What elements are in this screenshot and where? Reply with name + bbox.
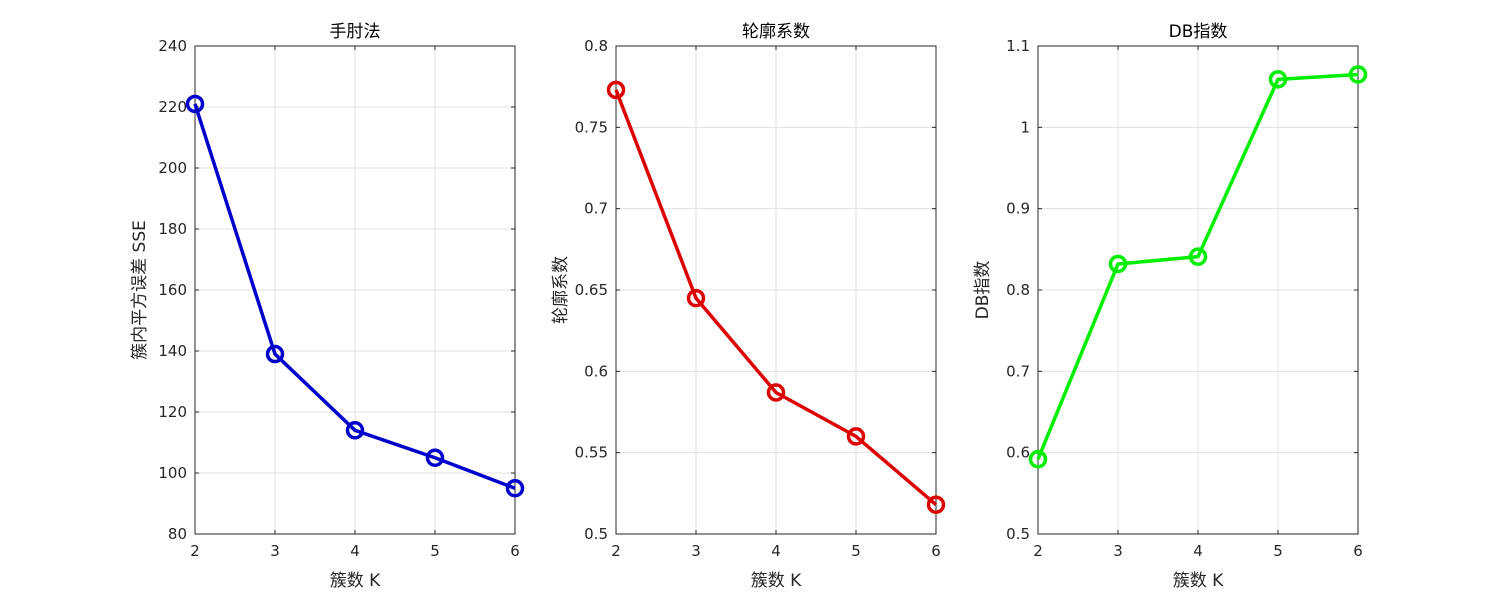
- data-point: [505, 479, 525, 498]
- series-line: [193, 103, 516, 490]
- x-tick-label: 5: [1273, 542, 1283, 560]
- x-tick-label: 5: [851, 542, 861, 560]
- y-tick-label: 0.65: [575, 281, 608, 299]
- y-tick-label: 220: [158, 98, 187, 116]
- y-tick-label: 140: [158, 342, 187, 360]
- data-point: [846, 427, 866, 446]
- y-tick-label: 240: [158, 37, 187, 55]
- y-tick-label: 0.5: [584, 525, 608, 543]
- x-tick-label: 6: [510, 542, 520, 560]
- chart-title: 轮廓系数: [742, 22, 810, 42]
- data-point: [425, 448, 445, 467]
- x-tick-label: 2: [611, 542, 621, 560]
- y-tick-label: 160: [158, 281, 187, 299]
- y-tick-label: 0.7: [1006, 362, 1030, 380]
- series-line: [1036, 72, 1359, 460]
- y-tick-label: 0.8: [1006, 281, 1030, 299]
- data-point: [1348, 65, 1368, 84]
- data-point: [606, 80, 626, 100]
- x-tick-label: 4: [350, 542, 360, 560]
- y-axis-label: DB指数: [973, 261, 993, 320]
- data-point: [1028, 449, 1048, 469]
- y-tick-label: 200: [158, 159, 187, 177]
- y-tick-label: 100: [158, 464, 187, 482]
- data-point: [686, 288, 706, 308]
- chart-title: 手肘法: [330, 22, 381, 42]
- y-tick-label: 1.1: [1006, 37, 1030, 55]
- data-point: [1268, 70, 1288, 89]
- y-tick-label: 1: [1020, 118, 1030, 136]
- y-tick-label: 180: [158, 220, 187, 238]
- data-point: [265, 344, 285, 364]
- x-tick-label: 2: [190, 542, 200, 560]
- y-tick-label: 0.5: [1006, 525, 1030, 543]
- data-point: [345, 421, 365, 440]
- y-tick-label: 0.75: [575, 118, 608, 136]
- x-tick-label: 6: [931, 542, 941, 560]
- y-tick-label: 0.55: [575, 444, 608, 462]
- data-point: [1188, 247, 1208, 266]
- y-tick-label: 0.6: [1006, 444, 1030, 462]
- x-tick-label: 3: [691, 542, 701, 560]
- y-tick-label: 0.8: [584, 37, 608, 55]
- series-line: [614, 89, 938, 507]
- x-axis-label: 簇数 K: [751, 571, 802, 591]
- y-tick-label: 80: [168, 525, 187, 543]
- y-axis-label: 簇内平方误差 SSE: [130, 220, 150, 360]
- data-point: [1108, 254, 1128, 274]
- x-tick-label: 5: [430, 542, 440, 560]
- y-axis-label: 轮廓系数: [551, 256, 571, 324]
- data-point: [185, 94, 205, 114]
- x-axis-label: 簇数 K: [330, 571, 381, 591]
- x-tick-label: 4: [1193, 542, 1203, 560]
- x-tick-label: 4: [771, 542, 781, 560]
- x-tick-label: 3: [1113, 542, 1123, 560]
- x-tick-label: 2: [1033, 542, 1043, 560]
- y-tick-label: 0.7: [584, 200, 608, 218]
- data-point: [766, 383, 786, 402]
- y-tick-label: 0.9: [1006, 200, 1030, 218]
- data-point: [926, 495, 946, 514]
- x-axis-label: 簇数 K: [1173, 571, 1224, 591]
- y-tick-label: 120: [158, 403, 187, 421]
- chart-title: DB指数: [1169, 22, 1228, 42]
- x-tick-label: 3: [270, 542, 280, 560]
- x-tick-label: 6: [1353, 542, 1363, 560]
- y-tick-label: 0.6: [584, 362, 608, 380]
